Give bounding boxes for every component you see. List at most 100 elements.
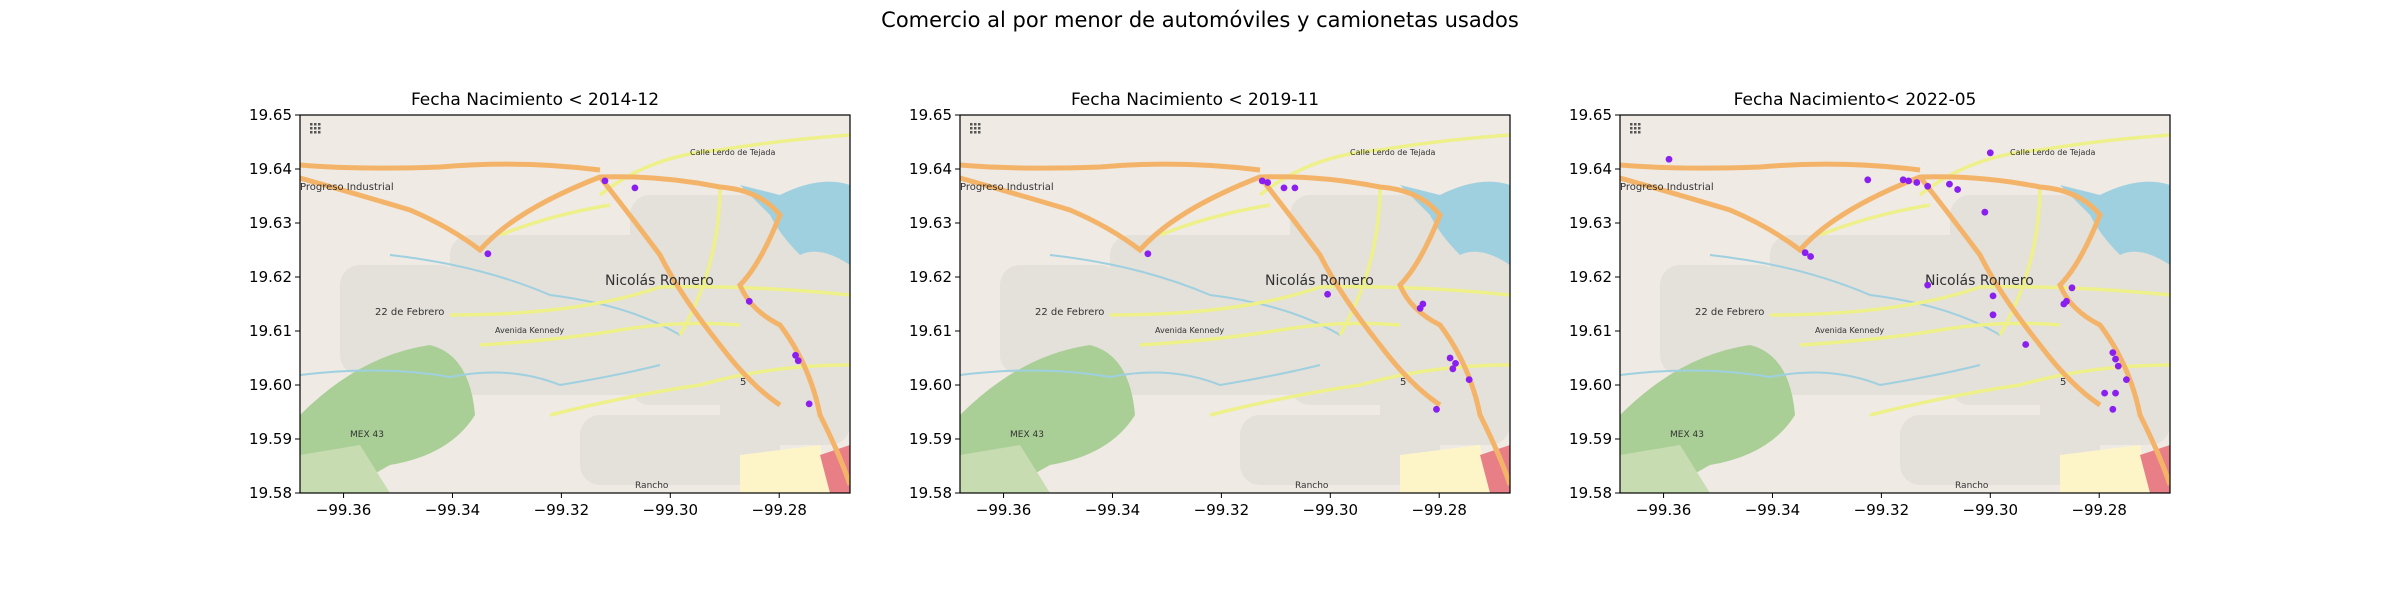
map-label-rancho: Rancho (1955, 481, 1989, 491)
major-road (1258, 175, 1442, 408)
business-point (2022, 341, 2030, 348)
minor-road (1918, 133, 2170, 197)
map-label-road-5: 5 (2060, 377, 2066, 388)
major-road (300, 174, 850, 486)
x-tick-label: −99.34 (1085, 501, 1141, 519)
business-point (2112, 389, 2119, 397)
y-tick-label: 19.60 (249, 376, 292, 394)
red-area (1480, 445, 1510, 493)
business-point (792, 351, 799, 359)
x-tick-label: −99.28 (2071, 501, 2127, 519)
panel-title: Fecha Nacimiento < 2014-12 (410, 90, 660, 110)
y-tick-label: 19.65 (249, 106, 292, 124)
map-label-avenida-kennedy: Avenida Kennedy (1815, 326, 1884, 335)
business-point (1291, 184, 1299, 192)
map-axes: Progreso Industrial Nicolás Romero 22 de F… (1569, 106, 2171, 519)
map-label-progreso-industrial: Progreso Industrial (300, 182, 394, 193)
major-road (960, 161, 1261, 173)
river (1049, 254, 1341, 336)
minor-road (1209, 363, 1510, 417)
x-tick-label: −99.34 (425, 501, 481, 519)
y-tick-label: 19.64 (1569, 160, 1612, 178)
y-tick-label: 19.59 (249, 430, 292, 448)
y-tick-label: 19.62 (249, 268, 292, 286)
map-label-progreso-industrial: Progreso Industrial (1620, 182, 1714, 193)
business-point (1924, 182, 1932, 190)
business-point (1449, 365, 1457, 373)
map-axes: Progreso Industrial Nicolás Romero 22 de F… (249, 106, 851, 519)
business-point (1258, 177, 1266, 185)
major-road (1918, 175, 2102, 408)
y-tick-label: 19.65 (1569, 106, 1612, 124)
map-label-22-de-febrero: 22 de Febrero (1035, 307, 1104, 318)
river (389, 254, 681, 336)
business-point (1989, 292, 1997, 300)
map-label-nicolas-romero: Nicolás Romero (1925, 273, 2034, 289)
major-road (1620, 174, 2170, 486)
minor-road (499, 203, 611, 237)
park-area (960, 445, 1050, 493)
map-panel-2019-11: Fecha Nacimiento < 2019-11 Progreso Indu… (905, 90, 1511, 530)
pale-area (740, 445, 830, 493)
x-tick-label: −99.28 (1411, 501, 1467, 519)
map-label-nicolas-romero: Nicolás Romero (605, 273, 714, 289)
x-tick-label: −99.30 (1963, 501, 2019, 519)
business-point (1913, 179, 1921, 186)
axes-frame (959, 114, 1511, 494)
business-point (2114, 362, 2122, 370)
y-tick-label: 19.59 (1569, 430, 1612, 448)
minor-road (1819, 203, 1931, 237)
x-tick-label: −99.36 (316, 501, 372, 519)
business-point (1899, 176, 1907, 184)
x-tick-label: −99.36 (976, 501, 1032, 519)
y-tick-label: 19.58 (1569, 484, 1612, 502)
business-point (1324, 290, 1331, 298)
park-area (300, 445, 390, 493)
y-tick-label: 19.59 (909, 430, 952, 448)
minor-road (1769, 284, 2170, 317)
y-tick-label: 19.63 (249, 214, 292, 232)
business-point (1989, 311, 1997, 319)
minor-road (1159, 203, 1271, 237)
business-point (1446, 354, 1454, 362)
x-tick-label: −99.32 (534, 501, 590, 519)
business-point (1924, 281, 1932, 289)
business-point (1465, 376, 1473, 383)
minor-road (1998, 184, 2042, 336)
business-point (1864, 176, 1872, 184)
y-tick-label: 19.63 (909, 214, 952, 232)
y-tick-label: 19.62 (1569, 268, 1612, 286)
map-label-road-5: 5 (740, 377, 746, 388)
river (960, 364, 1321, 387)
grid-icon (970, 123, 981, 134)
business-point (794, 357, 802, 365)
major-road (1620, 161, 1921, 173)
urban-area (1770, 235, 1990, 395)
map-label-progreso-industrial: Progreso Industrial (960, 182, 1054, 193)
y-tick-label: 19.64 (909, 160, 952, 178)
minor-road (1258, 133, 1510, 197)
river (300, 364, 661, 387)
x-tick-label: −99.32 (1854, 501, 1910, 519)
business-point (2109, 349, 2117, 356)
urban-area (450, 235, 670, 395)
business-point (484, 250, 492, 258)
x-tick-label: −99.28 (751, 501, 807, 519)
y-tick-label: 19.61 (249, 322, 292, 340)
major-road (598, 175, 782, 408)
map-label-avenida-kennedy: Avenida Kennedy (1155, 326, 1224, 335)
major-road (960, 174, 1510, 486)
scatter-points (1144, 177, 1473, 413)
business-point (631, 184, 639, 192)
panel-title: Fecha Nacimiento < 2019-11 (1070, 90, 1320, 110)
map-label-22-de-febrero: 22 de Febrero (1695, 307, 1764, 318)
map-label-road-5: 5 (1400, 377, 1406, 388)
y-tick-label: 19.58 (909, 484, 952, 502)
map-label-calle-lerdo: Calle Lerdo de Tejada (1350, 148, 1435, 157)
panel-title: Fecha Nacimiento< 2022-05 (1733, 90, 1977, 110)
urban-area (1380, 345, 1510, 445)
business-point (1801, 249, 1809, 257)
x-tick-label: −99.30 (643, 501, 699, 519)
x-tick-label: −99.30 (1303, 501, 1359, 519)
business-point (1264, 179, 1272, 186)
